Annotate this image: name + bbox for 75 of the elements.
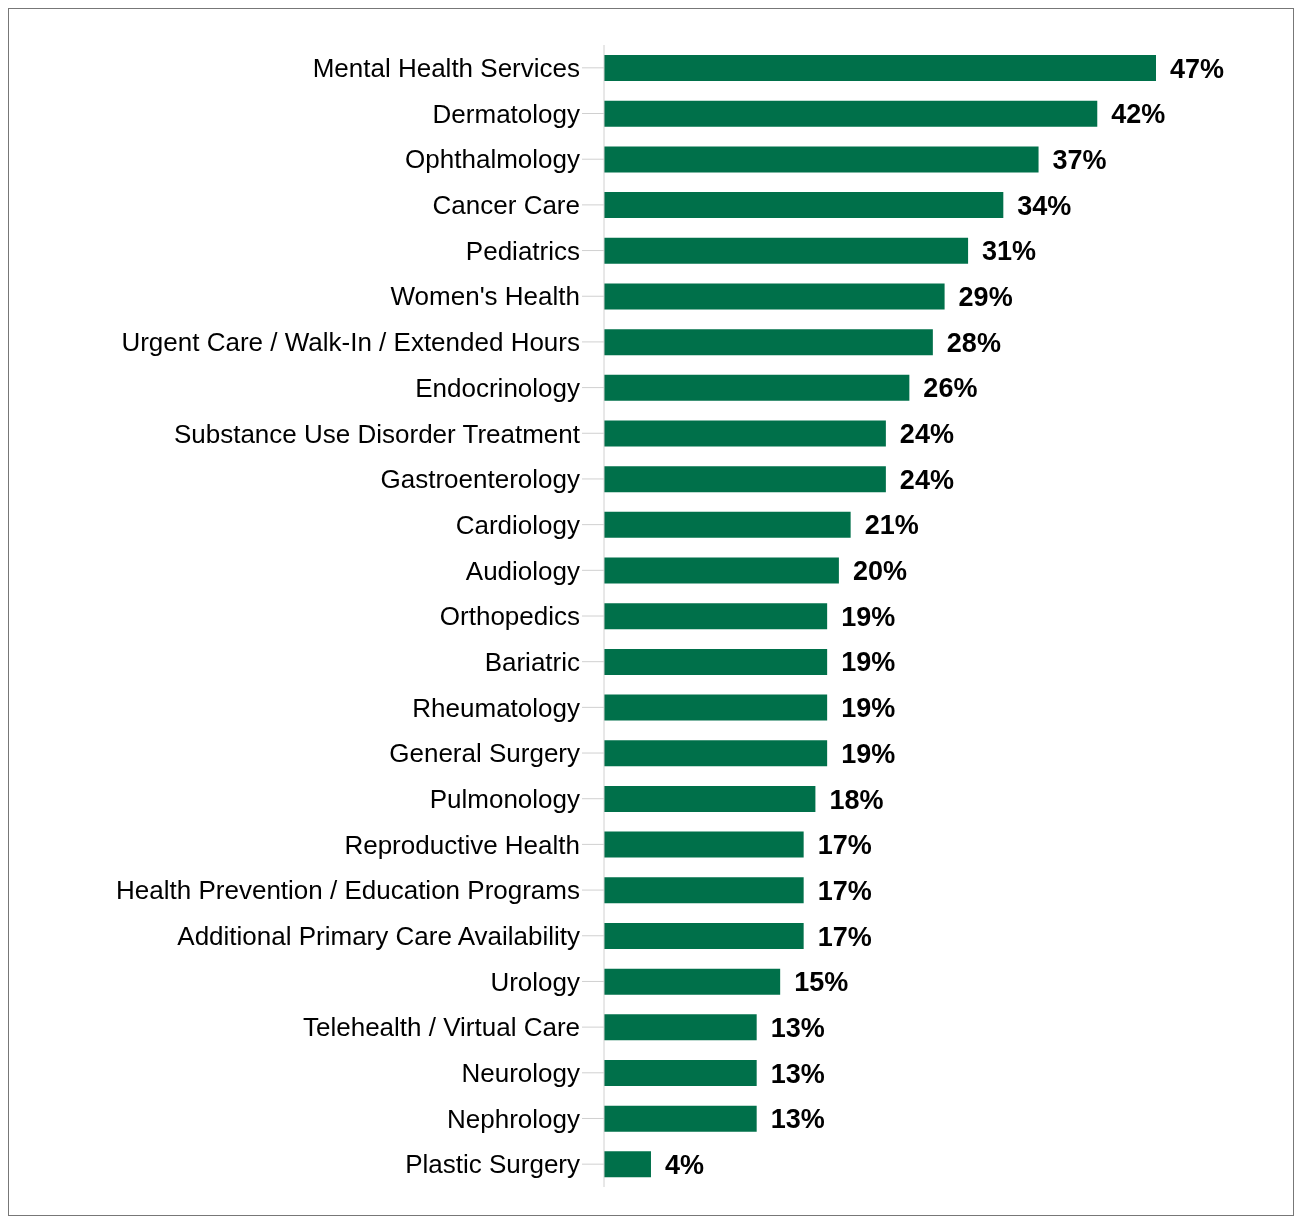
bar bbox=[604, 648, 828, 675]
bar bbox=[604, 55, 1156, 82]
bar bbox=[604, 1151, 651, 1178]
y-tick-label: Women's Health bbox=[390, 281, 580, 312]
data-label: 24% bbox=[899, 464, 954, 495]
data-label: 13% bbox=[770, 1012, 825, 1043]
bar bbox=[604, 420, 886, 447]
data-label: 19% bbox=[841, 647, 896, 678]
data-label: 28% bbox=[946, 327, 1001, 358]
bar bbox=[604, 603, 828, 630]
bar bbox=[604, 283, 945, 310]
data-label: 24% bbox=[899, 419, 954, 450]
data-label: 19% bbox=[841, 738, 896, 769]
data-label: 26% bbox=[923, 373, 978, 404]
bar bbox=[604, 694, 828, 721]
bar bbox=[604, 877, 804, 904]
data-label: 34% bbox=[1017, 190, 1072, 221]
data-label: 13% bbox=[770, 1058, 825, 1089]
data-label: 13% bbox=[770, 1104, 825, 1135]
y-tick-label: Audiology bbox=[465, 555, 580, 586]
y-tick-label: Substance Use Disorder Treatment bbox=[173, 418, 581, 449]
data-label: 21% bbox=[864, 510, 919, 541]
y-tick-label: Urology bbox=[490, 966, 580, 997]
y-tick-label: Dermatology bbox=[432, 98, 580, 129]
y-tick-label: General Surgery bbox=[389, 738, 580, 769]
data-label: 18% bbox=[829, 784, 884, 815]
bar bbox=[604, 557, 839, 584]
y-tick-label: Pulmonology bbox=[429, 783, 580, 814]
y-tick-label: Additional Primary Care Availability bbox=[177, 920, 580, 951]
y-tick-label: Telehealth / Virtual Care bbox=[302, 1012, 580, 1043]
data-label: 20% bbox=[852, 556, 907, 587]
data-label: 37% bbox=[1052, 144, 1107, 175]
data-label: 31% bbox=[982, 236, 1037, 267]
y-tick-label: Cardiology bbox=[455, 509, 580, 540]
bar bbox=[604, 511, 851, 538]
y-tick-label: Plastic Surgery bbox=[405, 1149, 580, 1180]
y-tick-label: Ophthalmology bbox=[405, 144, 580, 175]
bar bbox=[604, 785, 816, 812]
data-label: 47% bbox=[1170, 53, 1225, 84]
bar bbox=[604, 192, 1004, 219]
y-tick-label: Reproductive Health bbox=[344, 829, 580, 860]
y-tick-label: Neurology bbox=[461, 1058, 580, 1089]
y-tick-label: Mental Health Services bbox=[312, 53, 580, 84]
bar bbox=[604, 1060, 757, 1087]
bar bbox=[604, 968, 781, 995]
bar bbox=[604, 329, 933, 356]
bar bbox=[604, 146, 1039, 173]
y-tick-label: Urgent Care / Walk-In / Extended Hours bbox=[121, 327, 580, 358]
data-label: 4% bbox=[664, 1149, 705, 1180]
y-tick-label: Pediatrics bbox=[465, 235, 580, 266]
bar bbox=[604, 374, 910, 401]
data-label: 17% bbox=[817, 830, 872, 861]
data-label: 17% bbox=[817, 875, 872, 906]
bar bbox=[604, 100, 1098, 127]
y-tick-label: Endocrinology bbox=[415, 372, 580, 403]
bar bbox=[604, 1105, 757, 1132]
data-label: 42% bbox=[1111, 99, 1166, 130]
bar bbox=[604, 466, 886, 493]
data-label: 19% bbox=[841, 693, 896, 724]
y-tick-label: Gastroenterology bbox=[380, 464, 580, 495]
bar bbox=[604, 922, 804, 949]
data-label: 19% bbox=[841, 601, 896, 632]
y-tick-label: Health Prevention / Education Programs bbox=[116, 875, 580, 906]
bar bbox=[604, 1014, 757, 1041]
bar bbox=[604, 237, 969, 264]
data-label: 17% bbox=[817, 921, 872, 952]
y-tick-label: Nephrology bbox=[447, 1103, 580, 1134]
y-tick-label: Rheumatology bbox=[412, 692, 580, 723]
bar bbox=[604, 740, 828, 767]
data-label: 29% bbox=[958, 282, 1013, 313]
bar bbox=[604, 831, 804, 858]
y-tick-label: Bariatric bbox=[484, 646, 580, 677]
data-label: 15% bbox=[794, 967, 849, 998]
y-tick-label: Cancer Care bbox=[432, 190, 580, 221]
y-tick-label: Orthopedics bbox=[439, 601, 580, 632]
